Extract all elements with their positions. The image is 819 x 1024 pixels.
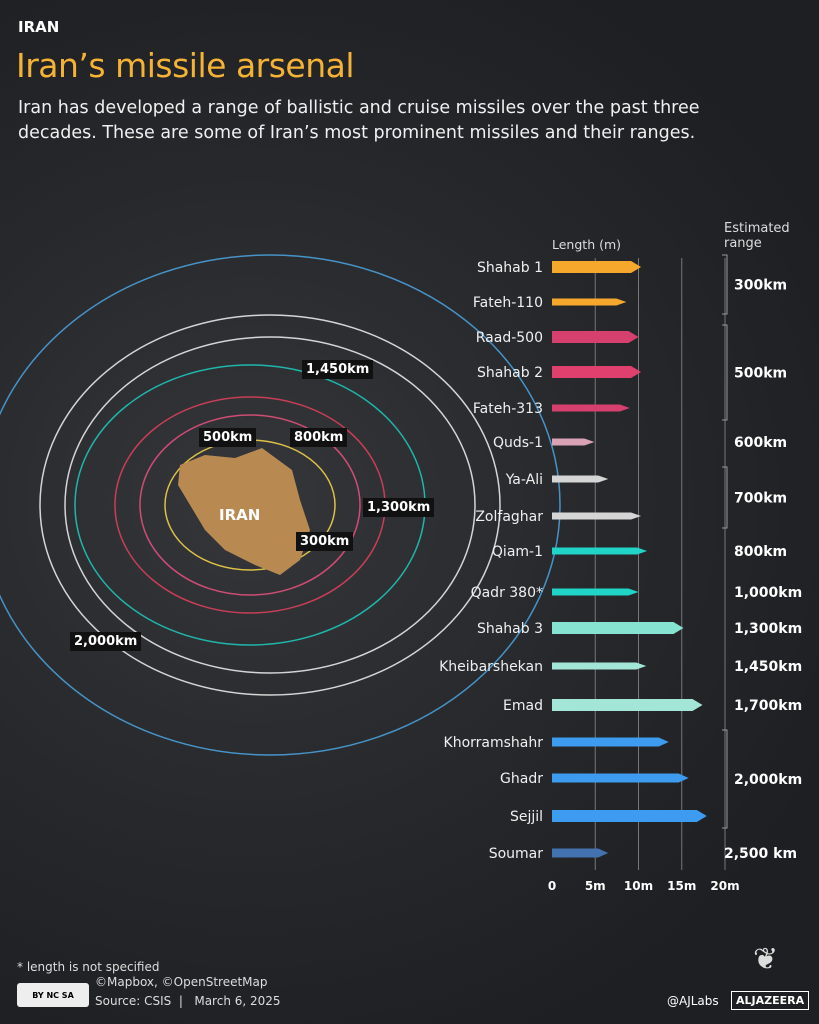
missile-bar [552,622,684,634]
footnote: * length is not specified [17,960,160,974]
tick-label: 15m [667,879,696,893]
missile-bar [552,737,669,747]
range-label: 1,000km [734,585,802,601]
aljazeera-emblem-icon: ❦ [753,942,779,977]
range-ring [139,414,361,596]
range-label: 1,300km [734,621,802,637]
missile-label: Ghadr [500,771,543,787]
tick-label: 5m [585,879,606,893]
range-label: 700km [734,491,787,507]
range-label: 500km [734,366,787,382]
tick-label: 10m [624,879,653,893]
missile-label: Kheibarshekan [439,659,543,675]
missile-bar [552,404,630,412]
x-axis-label: Length (m) [552,237,622,252]
missile-bar [552,848,609,858]
iran-label: IRAN [219,506,261,524]
missile-bar [552,512,642,520]
missile-label: Fateh-110 [473,295,543,311]
creative-commons-badge: BY NC SA [17,983,89,1007]
range-label: 1,700km [734,698,802,714]
page-title: Iran’s missile arsenal [16,46,355,85]
range-label-1450: 1,450km [302,360,374,379]
missile-bar [552,438,595,446]
missile-bar [552,261,642,273]
social-handle: @AJLabs [667,994,719,1008]
license-text: BY NC SA [32,990,74,1000]
range-bracket [722,324,728,421]
missile-label: Raad-500 [476,330,543,346]
missile-label: Qiam-1 [492,544,543,560]
missile-bar [552,588,639,596]
aljazeera-logo: ALJAZEERA [731,991,810,1010]
missile-bar [552,773,689,783]
missile-label: Quds-1 [493,435,543,451]
missile-label: Zolfaghar [475,509,543,525]
range-label: 1,450km [734,659,802,675]
missile-label: Qadr 380* [471,585,543,601]
range-label-800: 800km [290,428,348,447]
missile-label: Shahab 2 [477,365,543,381]
range-label: 600km [734,435,787,451]
source: Source: CSIS | March 6, 2025 [95,994,281,1008]
missile-label: Ya-Ali [505,472,543,488]
range-bracket [722,254,728,315]
missile-label: Soumar [489,846,544,862]
range-bracket [722,729,728,829]
missile-bar [552,699,703,711]
range-label-1300: 1,300km [363,498,435,517]
missile-bar [552,366,642,378]
map-credits: ©Mapbox, ©OpenStreetMap [95,975,268,989]
missile-label: Khorramshahr [444,735,544,751]
range-ring [0,254,561,756]
missile-label: Sejjil [510,809,543,825]
kicker: IRAN [18,18,60,36]
range-ring [64,336,476,674]
tick-label: 0 [548,879,556,893]
range-label-300: 300km [296,532,354,551]
range-bracket [722,466,728,529]
missile-bar [552,298,627,306]
missile-bar [552,662,647,670]
missile-bar [552,547,648,555]
missile-bar [552,331,639,343]
range-label: 2,500 km [724,846,797,862]
missile-label: Emad [503,698,543,714]
range-label: 800km [734,544,787,560]
missile-label: Shahab 3 [477,621,543,637]
range-ring [39,314,501,696]
missile-label: Fateh-313 [473,401,543,417]
range-label: 2,000km [734,772,802,788]
subtitle: Iran has developed a range of ballistic … [18,98,700,143]
iran-shape [178,448,310,575]
range-label-2000: 2,000km [70,632,142,651]
missile-bar [552,475,609,483]
range-header: Estimated range [724,221,790,251]
range-label: 300km [734,278,787,294]
range-label-500: 500km [199,428,257,447]
missile-label: Shahab 1 [477,260,543,276]
missile-bar [552,810,707,822]
tick-label: 20m [710,879,739,893]
